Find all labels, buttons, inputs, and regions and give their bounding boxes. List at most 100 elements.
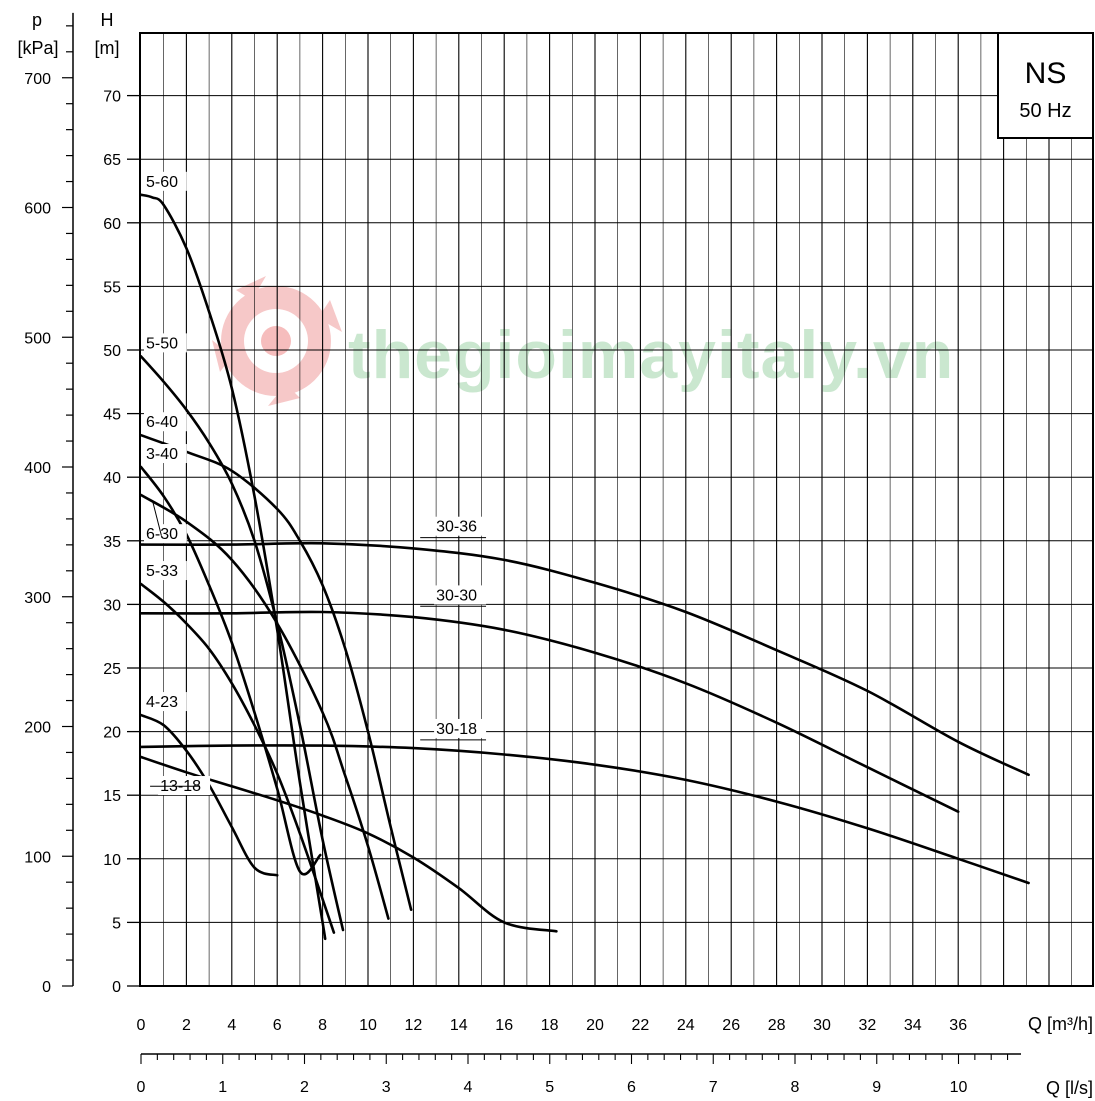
- h-tick-label: 45: [103, 407, 121, 424]
- curve-label-4-23: 4-23: [146, 694, 178, 711]
- x-tick-label: 20: [586, 1017, 604, 1034]
- h-tick-label: 25: [103, 661, 121, 678]
- curve-label-3-40: 3-40: [146, 446, 178, 463]
- h-tick-label: 30: [103, 597, 121, 614]
- h-tick-label: 50: [103, 343, 121, 360]
- ls-tick-label: 6: [627, 1079, 636, 1096]
- curve-5-60: [139, 193, 327, 941]
- curve-label-bg: [144, 692, 187, 712]
- p-axis: 0 100 200 300 400 500 600 700: [24, 12, 74, 996]
- x-axis-title: Q [m³/h]: [1028, 1014, 1093, 1034]
- x-tick-label: 26: [722, 1017, 740, 1034]
- curve-label-bg: [144, 444, 187, 464]
- p-tick-label: 200: [24, 720, 51, 737]
- watermark-text: thegioimayitaly.vn: [348, 317, 954, 393]
- h-tick-label: 40: [103, 470, 121, 487]
- curve-label-bg: [434, 585, 487, 605]
- ls-tick-label: 2: [300, 1079, 309, 1096]
- h-tick-label: 20: [103, 725, 121, 742]
- curve-label-30-18: 30-18: [436, 721, 477, 738]
- ls-tick-label: 9: [872, 1079, 881, 1096]
- p-tick-label: 600: [24, 201, 51, 218]
- x-tick-label: 24: [677, 1017, 695, 1034]
- h-tick-label: 55: [103, 279, 121, 296]
- chart-title: NS: [1025, 57, 1067, 90]
- curve-label-bg: [144, 524, 187, 544]
- curve-label-bg: [144, 333, 187, 353]
- ls-axis: 0 1 2 3 4 5 6 7 8 9 10: [137, 1053, 1021, 1096]
- x-tick-label: 28: [768, 1017, 786, 1034]
- curve-labels: 5-605-506-403-405-334-236-3013-1830-3630…: [144, 171, 487, 796]
- p-tick-label: 100: [24, 849, 51, 866]
- curve-5-33: [139, 582, 336, 934]
- h-tick-label: 10: [103, 852, 121, 869]
- p-tick-label: 300: [24, 590, 51, 607]
- curve-6-40: [139, 433, 413, 911]
- curve-label-bg: [158, 776, 211, 796]
- watermark-logo: thegioimayitaly.vn: [212, 276, 954, 406]
- curve-5-50: [139, 355, 345, 932]
- x-tick-label: 10: [359, 1017, 377, 1034]
- h-axis: 0 5 10 15 20 25 30 35 40 45 50 55 60 65 70: [103, 89, 140, 996]
- curve-6-30: [139, 493, 390, 920]
- h-tick-label: 15: [103, 788, 121, 805]
- h-tick-label: 60: [103, 216, 121, 233]
- ls-axis-title: Q [l/s]: [1046, 1078, 1093, 1098]
- p-tick-label: 700: [24, 71, 51, 88]
- h-tick-label: 65: [103, 152, 121, 169]
- h-tick-label: 35: [103, 534, 121, 551]
- curve-label-5-50: 5-50: [146, 335, 178, 352]
- ls-tick-label: 0: [137, 1079, 146, 1096]
- curve-label-bg: [144, 171, 187, 191]
- ls-tick-label: 8: [791, 1079, 800, 1096]
- grid: [140, 33, 1093, 986]
- x-tick-label: 36: [949, 1017, 967, 1034]
- h-axis-symbol: H: [101, 10, 114, 30]
- curve-label-30-36: 30-36: [436, 519, 477, 536]
- ls-tick-label: 3: [382, 1079, 391, 1096]
- x-tick-label: 14: [450, 1017, 468, 1034]
- curve-label-bg: [144, 412, 187, 432]
- ls-tick-label: 7: [709, 1079, 718, 1096]
- ls-tick-label: 1: [218, 1079, 227, 1096]
- h-axis-unit: [m]: [95, 38, 120, 58]
- title-box-border: [997, 32, 1094, 139]
- h-tick-label: 0: [112, 979, 121, 996]
- ls-tick-label: 4: [464, 1079, 473, 1096]
- x-tick-label: 12: [405, 1017, 423, 1034]
- title-box: NS 50 Hz: [997, 32, 1094, 139]
- chart-subtitle: 50 Hz: [1019, 100, 1071, 122]
- curve-3-40: [139, 465, 322, 876]
- p-tick-label: 500: [24, 330, 51, 347]
- p-axis-symbol: p: [32, 10, 42, 30]
- logo-emblem: [212, 276, 342, 406]
- leader-line-6-30: [151, 499, 162, 536]
- x-tick-label: 32: [859, 1017, 877, 1034]
- h-tick-label: 5: [112, 915, 121, 932]
- curve-label-bg: [434, 718, 487, 738]
- p-tick-label: 400: [24, 460, 51, 477]
- x-tick-label: 2: [182, 1017, 191, 1034]
- h-tick-label: 70: [103, 89, 121, 106]
- curve-label-6-40: 6-40: [146, 414, 178, 431]
- ls-tick-label: 10: [950, 1079, 968, 1096]
- curve-label-bg: [144, 561, 187, 581]
- curve-label-bg: [434, 516, 487, 536]
- x-tick-label: 0: [137, 1017, 146, 1034]
- x-tick-label: 34: [904, 1017, 922, 1034]
- curve-30-36: [139, 541, 1030, 777]
- x-tick-label: 6: [273, 1017, 282, 1034]
- curve-30-30: [139, 610, 960, 813]
- x-axis: 0 2 4 6 8 10 12 14 16 18 20 22 24 26 28 30 32 34 36: [137, 1017, 968, 1034]
- curve-label-5-33: 5-33: [146, 563, 178, 580]
- p-axis-unit: [kPa]: [17, 38, 58, 58]
- ls-tick-label: 5: [545, 1079, 554, 1096]
- curve-30-18: [139, 744, 1030, 885]
- x-tick-label: 22: [632, 1017, 650, 1034]
- x-tick-label: 18: [541, 1017, 559, 1034]
- curve-label-30-30: 30-30: [436, 587, 477, 604]
- plot-frame: [139, 32, 1094, 987]
- x-tick-label: 16: [495, 1017, 513, 1034]
- curve-label-6-30: 6-30: [146, 526, 178, 543]
